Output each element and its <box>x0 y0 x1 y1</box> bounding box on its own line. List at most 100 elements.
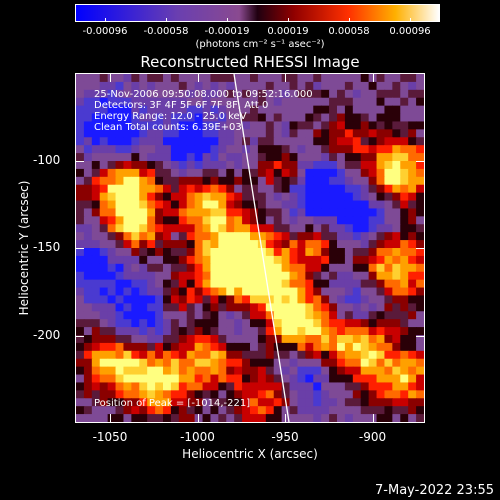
image-pixel <box>107 366 117 376</box>
image-pixel <box>234 319 243 328</box>
image-pixel <box>313 358 322 368</box>
image-pixel <box>329 192 338 202</box>
image-pixel <box>123 153 132 162</box>
image-pixel <box>321 319 330 328</box>
image-pixel <box>265 303 275 312</box>
image-pixel <box>194 113 204 123</box>
image-pixel <box>76 279 85 289</box>
image-pixel <box>289 398 299 407</box>
image-pixel <box>408 97 417 107</box>
image-pixel <box>218 311 227 320</box>
image-pixel <box>416 145 424 154</box>
image-pixel <box>83 335 93 344</box>
image-pixel <box>163 81 172 91</box>
image-pixel <box>265 74 275 83</box>
image-pixel <box>147 248 156 257</box>
image-pixel <box>344 192 354 202</box>
image-pixel <box>210 406 219 415</box>
image-pixel <box>76 382 85 391</box>
image-pixel <box>170 224 180 233</box>
image-pixel <box>91 287 101 297</box>
image-pixel <box>376 89 386 99</box>
image-pixel <box>329 129 338 138</box>
image-pixel <box>408 248 417 257</box>
image-pixel <box>107 224 117 233</box>
image-pixel <box>265 121 275 130</box>
image-pixel <box>344 335 354 344</box>
image-pixel <box>107 279 117 289</box>
image-pixel <box>250 398 259 407</box>
image-pixel <box>123 240 132 249</box>
image-pixel <box>218 303 227 312</box>
image-pixel <box>305 97 314 107</box>
image-pixel <box>392 192 401 202</box>
image-pixel <box>265 129 275 138</box>
image-pixel <box>400 232 409 241</box>
colorbar-tick <box>410 18 411 22</box>
image-pixel <box>337 390 346 399</box>
image-pixel <box>131 81 140 91</box>
image-pixel <box>115 176 125 186</box>
image-pixel <box>163 121 172 130</box>
image-pixel <box>131 161 140 170</box>
image-pixel <box>250 74 259 83</box>
image-pixel <box>408 216 417 225</box>
image-pixel <box>305 208 314 217</box>
image-pixel <box>99 145 109 154</box>
image-pixel <box>76 145 85 154</box>
image-pixel <box>344 350 354 360</box>
image-pixel <box>186 255 196 265</box>
image-pixel <box>384 200 393 210</box>
image-pixel <box>242 176 251 186</box>
image-pixel <box>281 271 291 281</box>
image-pixel <box>400 137 409 146</box>
image-pixel <box>250 105 259 115</box>
image-pixel <box>170 398 180 407</box>
image-pixel <box>234 184 243 194</box>
image-pixel <box>76 366 85 376</box>
image-pixel <box>123 263 132 273</box>
image-pixel <box>234 287 243 297</box>
image-pixel <box>186 319 196 328</box>
image-pixel <box>329 97 338 107</box>
image-pixel <box>392 248 401 257</box>
image-pixel <box>416 255 424 265</box>
image-pixel <box>392 216 401 225</box>
image-pixel <box>83 216 93 225</box>
image-pixel <box>131 224 140 233</box>
image-pixel <box>91 105 101 115</box>
image-pixel <box>99 342 109 352</box>
image-pixel <box>297 342 306 352</box>
image-pixel <box>265 374 275 384</box>
image-pixel <box>76 74 85 83</box>
image-pixel <box>416 287 424 297</box>
image-pixel <box>242 295 251 304</box>
image-pixel <box>131 137 140 146</box>
x-tick-mark <box>372 414 374 422</box>
image-pixel <box>392 350 401 360</box>
image-pixel <box>202 398 212 407</box>
image-pixel <box>91 216 101 225</box>
image-pixel <box>368 390 378 399</box>
image-pixel <box>163 200 172 210</box>
image-pixel <box>281 390 291 399</box>
image-pixel <box>273 398 283 407</box>
image-pixel <box>107 390 117 399</box>
image-pixel <box>329 255 338 265</box>
image-pixel <box>273 263 283 273</box>
image-pixel <box>337 271 346 281</box>
image-pixel <box>218 382 227 391</box>
image-pixel <box>289 350 299 360</box>
image-pixel <box>352 224 362 233</box>
image-pixel <box>257 358 267 368</box>
image-pixel <box>313 263 322 273</box>
image-pixel <box>210 335 219 344</box>
image-pixel <box>360 358 370 368</box>
image-pixel <box>257 168 267 178</box>
image-pixel <box>218 137 227 146</box>
image-pixel <box>210 208 219 217</box>
image-pixel <box>416 390 424 399</box>
image-pixel <box>305 240 314 249</box>
image-pixel <box>384 248 393 257</box>
image-pixel <box>194 248 204 257</box>
